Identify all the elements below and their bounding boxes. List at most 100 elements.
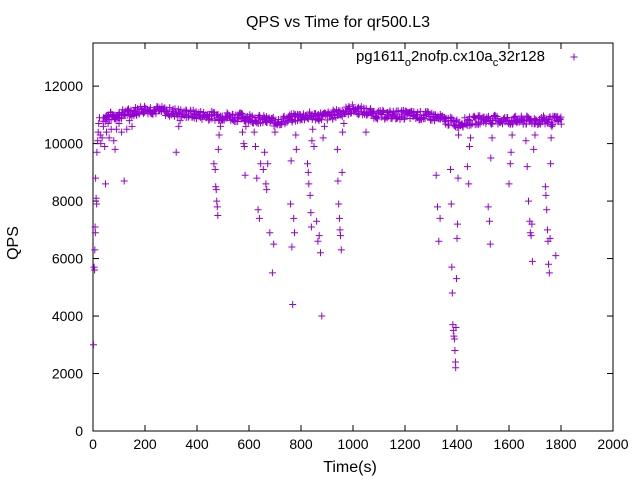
data-point — [104, 119, 112, 127]
data-point — [441, 113, 449, 121]
legend-subscript: o — [405, 57, 411, 69]
data-point — [510, 113, 518, 121]
data-point — [205, 116, 213, 124]
data-point — [331, 110, 339, 118]
data-point — [304, 168, 312, 176]
data-point — [257, 160, 265, 168]
data-point — [263, 186, 271, 194]
y-tick-label: 10000 — [44, 136, 83, 152]
data-point — [175, 122, 183, 130]
data-point — [380, 108, 388, 116]
data-point — [436, 214, 444, 222]
y-tick-label: 6000 — [52, 251, 83, 267]
x-axis-title: Time(s) — [323, 459, 377, 476]
data-point — [336, 226, 344, 234]
data-point — [291, 229, 298, 237]
data-point — [278, 120, 286, 128]
data-point — [91, 246, 99, 254]
data-series — [90, 101, 565, 372]
data-point — [95, 119, 103, 127]
data-point — [103, 128, 111, 136]
data-point — [545, 269, 553, 277]
data-point — [523, 163, 531, 171]
data-point — [318, 312, 326, 320]
data-point — [213, 111, 221, 119]
data-point — [213, 203, 221, 211]
x-tick-label: 800 — [289, 436, 313, 452]
data-point — [254, 206, 262, 214]
data-point — [101, 142, 109, 150]
data-point — [250, 128, 258, 136]
data-point — [489, 120, 497, 128]
data-point — [210, 160, 218, 168]
data-point — [319, 134, 327, 142]
data-point — [323, 116, 331, 124]
data-point — [99, 122, 107, 130]
data-point — [96, 131, 104, 139]
data-point — [447, 165, 454, 173]
data-point — [493, 112, 501, 120]
data-point — [314, 237, 322, 245]
data-point — [487, 154, 495, 162]
data-point — [400, 115, 408, 123]
data-point — [242, 122, 250, 130]
data-point — [90, 263, 98, 271]
data-point — [172, 148, 180, 156]
data-point — [454, 220, 462, 228]
data-point — [379, 107, 387, 115]
data-point — [541, 183, 549, 191]
legend-subscript: c — [493, 57, 499, 69]
data-point — [93, 200, 101, 208]
data-point — [94, 137, 102, 145]
data-point — [452, 275, 460, 283]
data-point — [451, 347, 459, 355]
data-point — [309, 125, 317, 133]
data-point — [268, 269, 276, 277]
y-tick-label: 12000 — [44, 78, 83, 94]
y-tick-label: 8000 — [52, 193, 83, 209]
x-tick-label: 400 — [185, 436, 209, 452]
data-point — [212, 183, 220, 191]
x-tick-label: 1800 — [545, 436, 576, 452]
data-point — [465, 142, 473, 150]
data-point — [240, 140, 248, 148]
data-point — [450, 335, 458, 343]
data-point — [527, 115, 535, 123]
data-point — [476, 120, 484, 128]
data-point — [453, 234, 461, 242]
data-point — [557, 120, 565, 128]
data-point — [334, 177, 342, 185]
data-point — [543, 206, 551, 214]
x-tick-label: 0 — [89, 436, 97, 452]
data-point — [465, 180, 473, 188]
x-tick-label: 600 — [237, 436, 261, 452]
data-point — [463, 163, 471, 171]
data-point — [339, 128, 347, 136]
data-point — [287, 200, 295, 208]
data-point — [259, 165, 267, 173]
data-point — [467, 134, 475, 142]
data-point — [270, 240, 278, 248]
legend-text-part: 2nofp.cx10a — [411, 48, 493, 65]
data-point — [288, 243, 296, 251]
data-point — [542, 191, 550, 199]
data-point — [333, 145, 341, 153]
data-point — [290, 214, 298, 222]
data-point — [307, 223, 315, 231]
data-point — [315, 232, 323, 240]
data-point — [539, 112, 547, 120]
data-point — [362, 128, 370, 136]
data-point — [452, 364, 460, 372]
data-point — [214, 145, 222, 153]
data-point — [212, 186, 220, 194]
data-point — [522, 120, 530, 128]
data-point — [255, 214, 263, 222]
data-point — [216, 122, 224, 130]
y-tick-label: 0 — [75, 423, 83, 439]
data-point — [110, 137, 118, 145]
data-point — [345, 102, 353, 110]
data-point — [452, 117, 460, 125]
data-point — [93, 148, 101, 156]
data-point — [262, 180, 270, 188]
y-axis: 0 2000 4000 6000 8000 10000 12000 — [44, 78, 613, 439]
